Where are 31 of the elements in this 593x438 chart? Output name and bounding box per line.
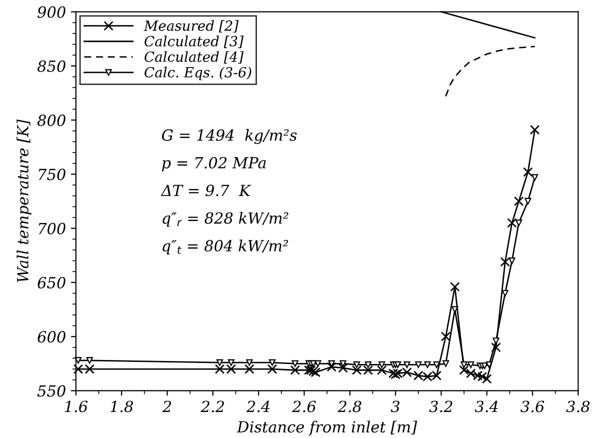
annotation: q″$_{r}$ = 828 kW/m²: [162, 212, 288, 227]
x-tick-label: 2: [162, 400, 171, 412]
x-tick-label: 2.8: [338, 400, 362, 412]
legend-label: Calculated [3]: [144, 36, 244, 48]
annotation: p = 7.02 MPa: [162, 156, 266, 172]
y-tick-label: 700: [38, 222, 66, 234]
legend-label: Measured [2]: [144, 20, 239, 33]
y-tick-label: 750: [38, 168, 66, 180]
y-tick-label: 900: [38, 6, 66, 18]
x-axis-title: Distance from inlet [m]: [236, 420, 418, 436]
y-tick-label: 600: [38, 331, 66, 343]
y-axis-title: Wall temperature [K]: [16, 119, 32, 282]
x-tick-label: 2.4: [246, 400, 270, 412]
y-tick-label: 550: [37, 385, 66, 397]
x-tick-label: 1.6: [64, 400, 88, 412]
annotation: q″$_{t}$ = 804 kW/m²: [162, 240, 288, 254]
annotation: ΔT = 9.7 K: [160, 184, 252, 196]
x-tick-label: 2.2: [200, 400, 224, 412]
x-tick-label: 2.6: [292, 400, 316, 412]
legend-label: Calc. Eqs. (3-6): [144, 66, 252, 80]
x-tick-label: 3.6: [520, 400, 544, 412]
legend-label: Calculated [4]: [144, 51, 244, 64]
x-tick-label: 3.8: [566, 400, 590, 412]
x-tick-label: 1.8: [110, 400, 133, 412]
x-tick-label: 3: [390, 400, 400, 412]
x-tick-label: 3.2: [429, 400, 452, 412]
y-tick-label: 650: [38, 276, 66, 288]
x-tick-label: 3.4: [474, 400, 498, 412]
y-tick-label: 850: [37, 60, 66, 72]
annotation: G = 1494 kg/m²s: [162, 129, 297, 144]
y-tick-label: 800: [37, 114, 66, 126]
